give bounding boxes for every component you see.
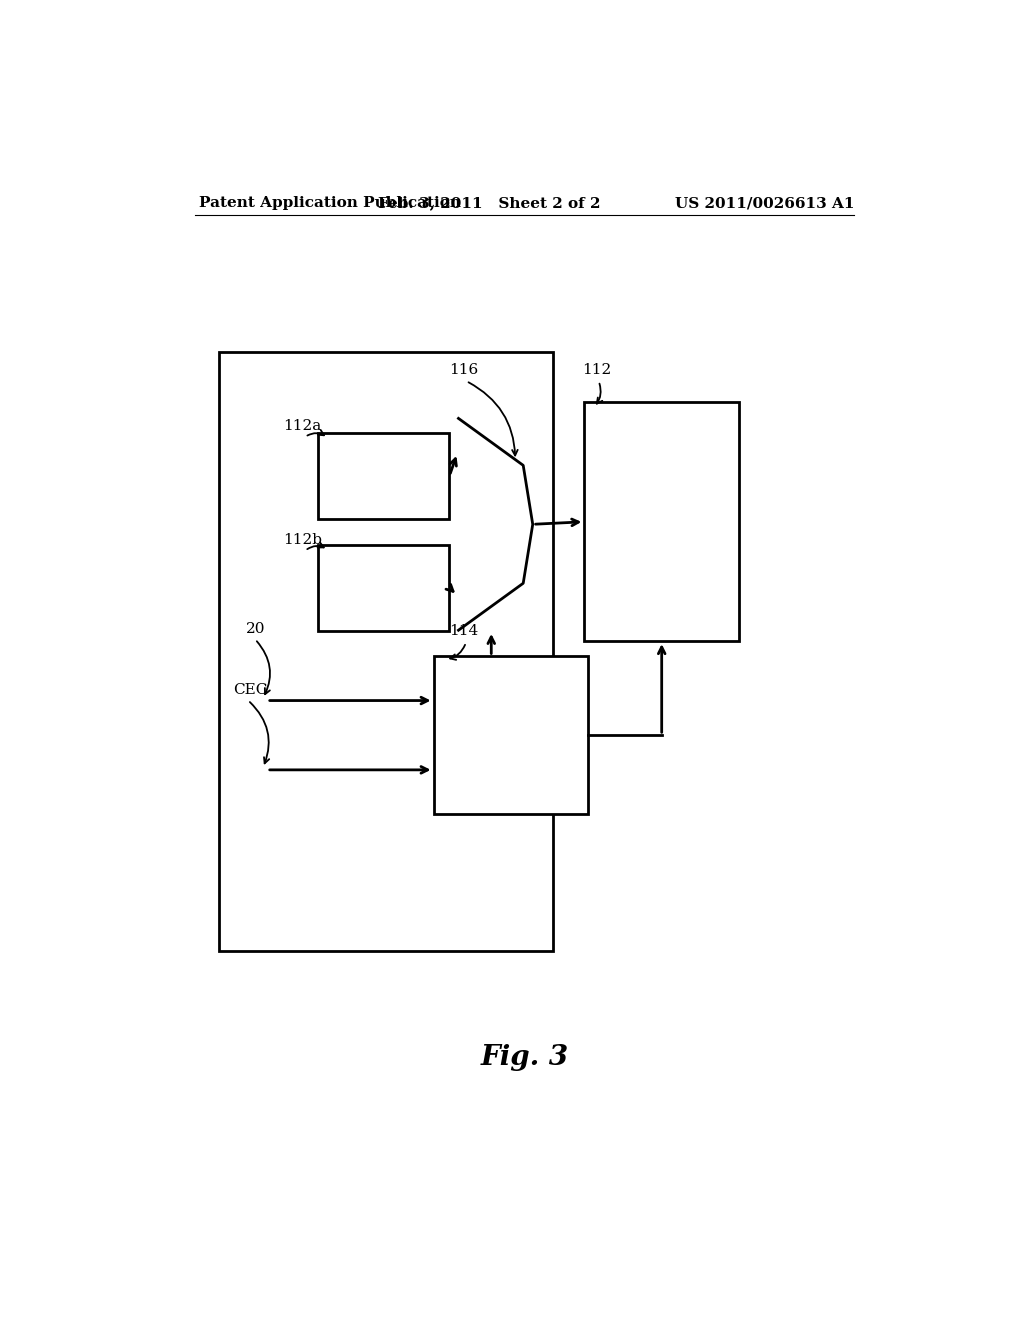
Bar [318, 545, 450, 631]
Text: 116: 116 [450, 363, 478, 378]
Bar [219, 351, 553, 952]
Text: CEC: CEC [233, 682, 268, 697]
Text: 112a: 112a [283, 418, 321, 433]
Text: 20: 20 [246, 622, 265, 636]
Text: Fig. 3: Fig. 3 [480, 1044, 569, 1072]
Text: Feb. 3, 2011   Sheet 2 of 2: Feb. 3, 2011 Sheet 2 of 2 [378, 197, 600, 210]
Text: Patent Application Publication: Patent Application Publication [200, 197, 462, 210]
Bar [585, 403, 739, 642]
Text: 112b: 112b [283, 533, 322, 546]
Bar [318, 433, 450, 519]
Text: US 2011/0026613 A1: US 2011/0026613 A1 [675, 197, 854, 210]
Bar [433, 656, 588, 814]
Text: 112: 112 [582, 363, 611, 378]
Text: 114: 114 [450, 624, 478, 638]
